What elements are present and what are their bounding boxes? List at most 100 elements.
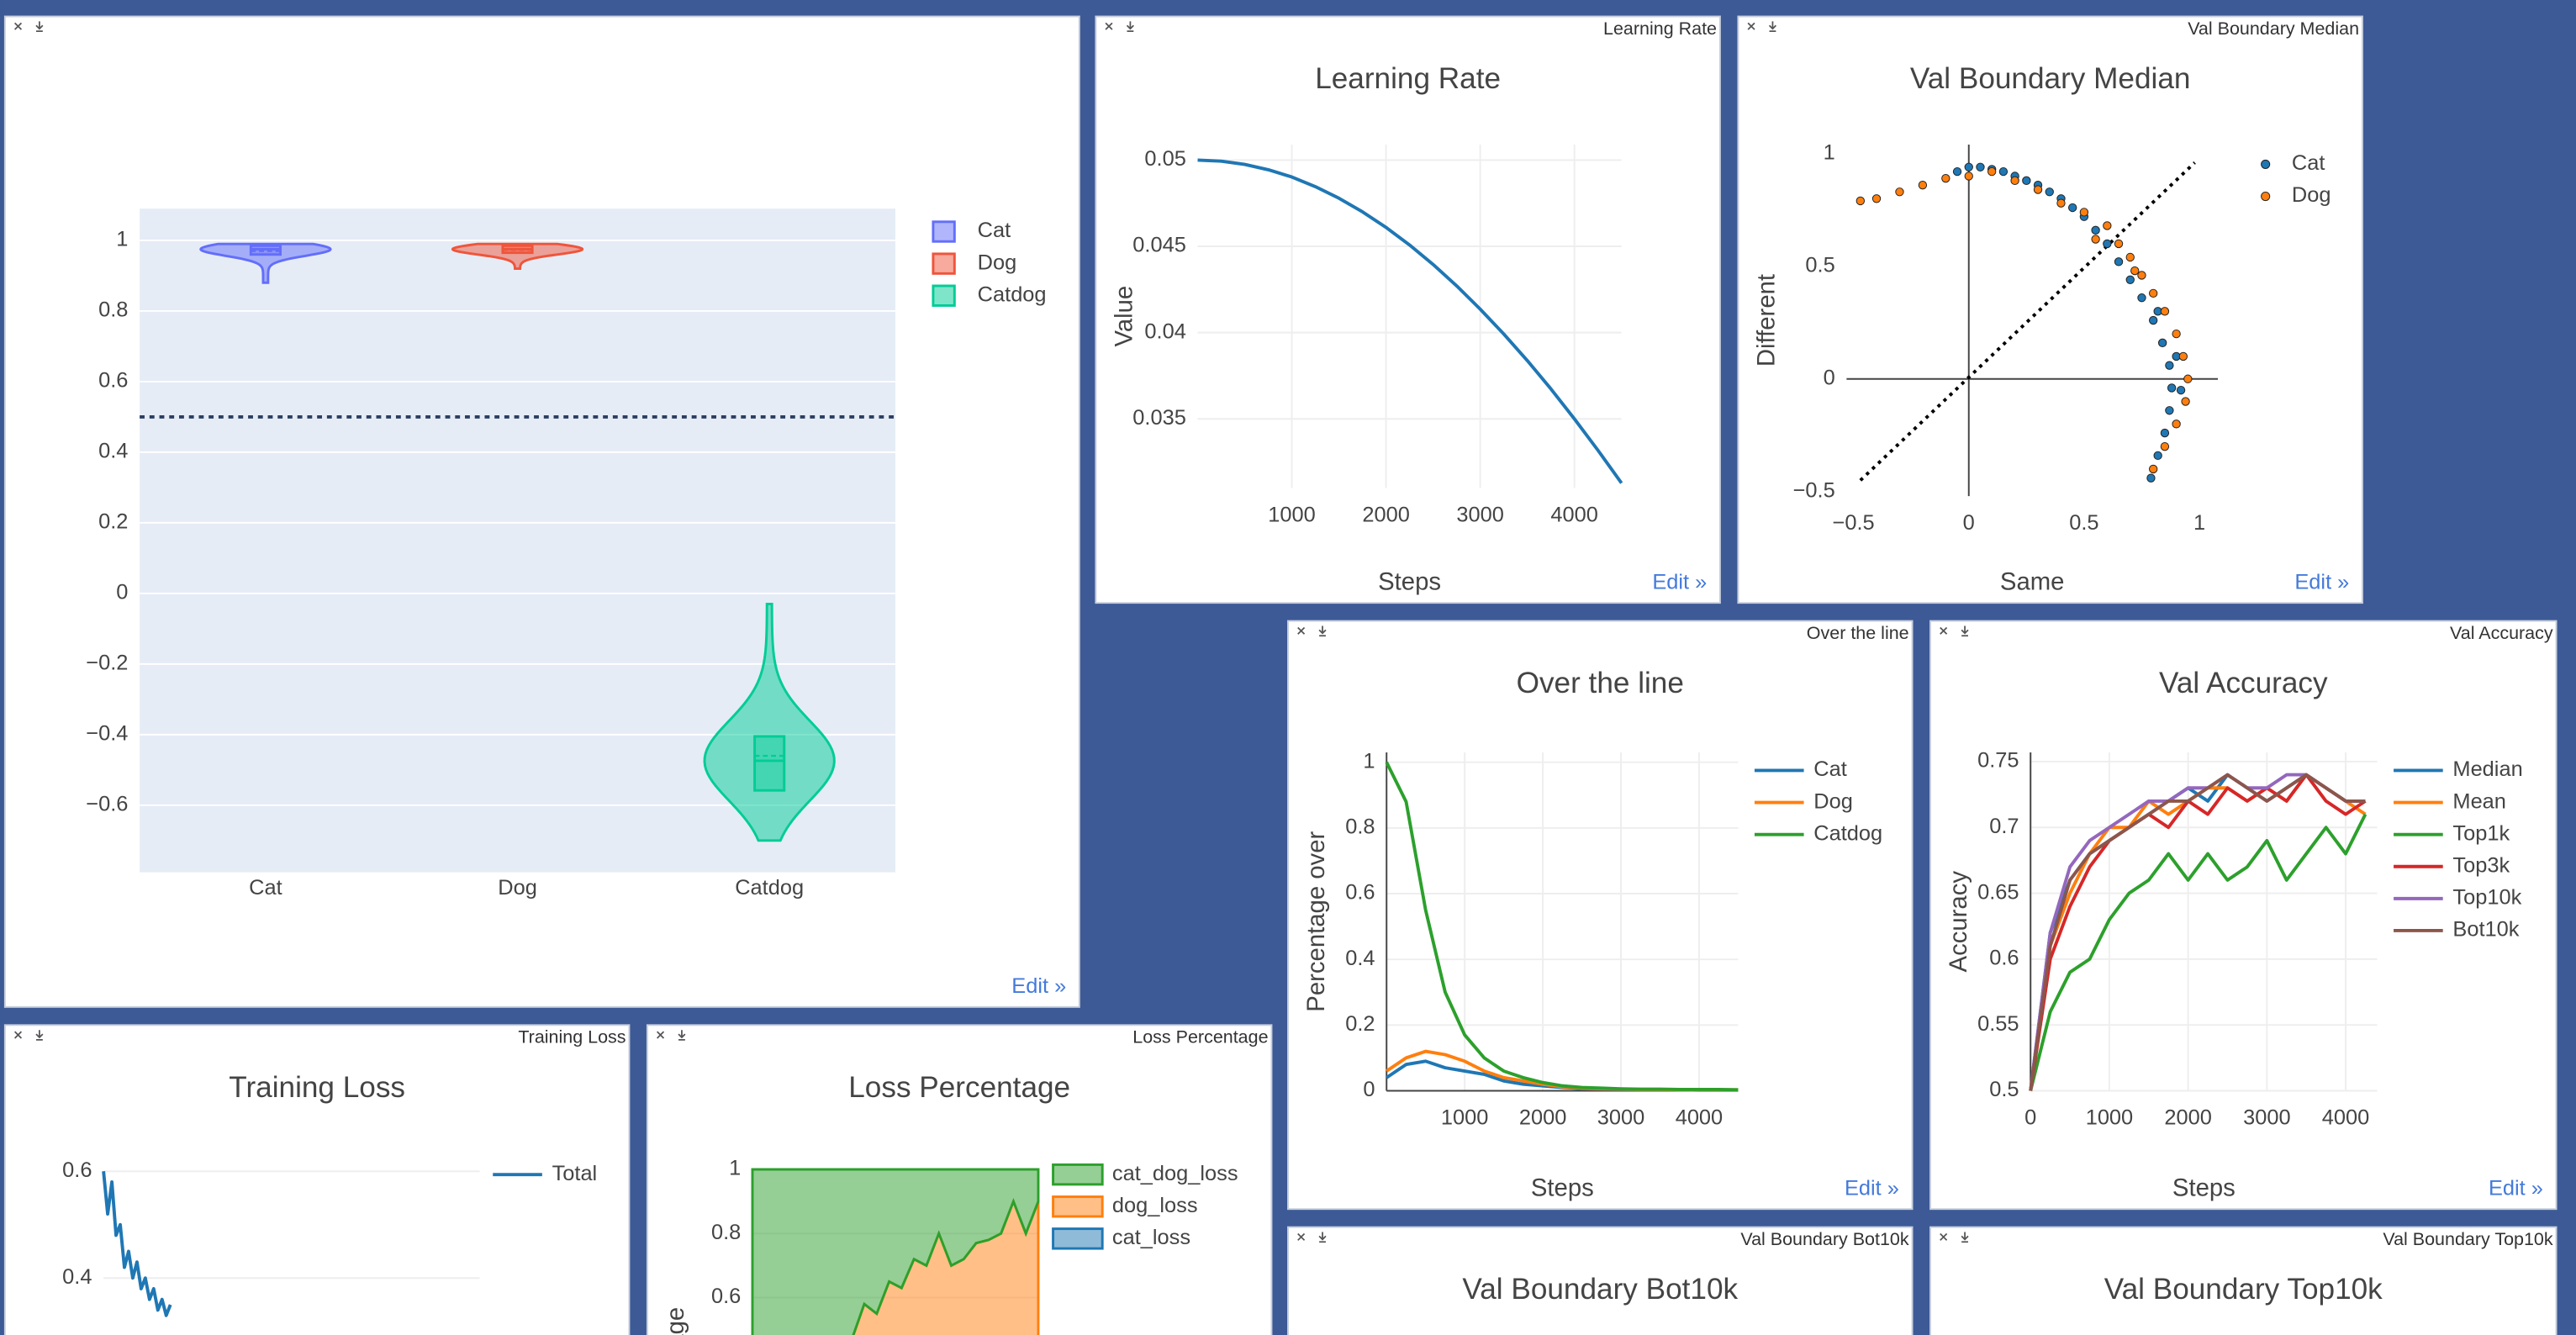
- legend-label[interactable]: Dog: [978, 251, 1017, 274]
- close-icon[interactable]: [13, 1031, 23, 1039]
- scatter-point: [2033, 185, 2043, 194]
- legend-label[interactable]: Bot10k: [2452, 918, 2519, 942]
- legend-swatch: [1052, 1227, 1104, 1250]
- edit-link[interactable]: Edit »: [1011, 974, 1066, 998]
- close-icon[interactable]: [1297, 626, 1306, 635]
- scatter-point: [2157, 338, 2167, 348]
- legend-label[interactable]: Top10k: [2452, 886, 2521, 910]
- y-tick-label: 0.04: [1144, 319, 1185, 343]
- line-series: [1197, 158, 1623, 484]
- download-icon[interactable]: [1961, 625, 1969, 637]
- window-title: Val Accuracy: [2450, 623, 2553, 643]
- y-axis-label: Different: [1752, 274, 1780, 367]
- download-icon[interactable]: [1126, 21, 1134, 33]
- scatter-point: [2045, 187, 2054, 197]
- y-tick-label: 1: [1363, 749, 1375, 773]
- legend-label[interactable]: cat_dog_loss: [1112, 1162, 1238, 1185]
- close-icon[interactable]: [1105, 22, 1113, 30]
- scatter-point: [1895, 187, 1904, 197]
- x-tick-label: Dog: [498, 876, 537, 900]
- download-icon[interactable]: [35, 1030, 44, 1041]
- line-series: [102, 1171, 172, 1317]
- violin-body: [199, 242, 332, 284]
- y-tick-label: 0.7: [1989, 815, 2019, 838]
- legend-label[interactable]: Top1k: [2452, 821, 2510, 845]
- y-tick-label: 0.75: [1977, 749, 2019, 773]
- close-icon[interactable]: [1940, 626, 1948, 635]
- y-tick-label: 0.4: [98, 440, 128, 463]
- y-axis-label: Percentage over: [1302, 831, 1330, 1011]
- legend-swatch: [932, 220, 956, 243]
- download-icon[interactable]: [1768, 21, 1776, 33]
- y-tick-label: 0: [1824, 366, 1835, 389]
- scatter-point: [2160, 441, 2170, 451]
- legend-label[interactable]: Mean: [2452, 789, 2506, 813]
- y-tick-label: 0: [1363, 1078, 1375, 1101]
- scatter-point: [2181, 397, 2190, 406]
- scatter-point: [1987, 166, 1997, 177]
- legend-label[interactable]: Catdog: [978, 282, 1047, 306]
- scatter-point: [2153, 451, 2162, 461]
- scatter-point: [1855, 196, 1866, 206]
- download-icon[interactable]: [678, 1030, 686, 1041]
- edit-link[interactable]: Edit »: [2294, 570, 2349, 594]
- edit-link[interactable]: Edit »: [2489, 1176, 2543, 1200]
- scatter-point: [1998, 166, 2009, 177]
- legend-label[interactable]: Cat: [1813, 757, 1847, 781]
- scatter-point: [2125, 252, 2135, 262]
- scatter-point: [2176, 385, 2186, 395]
- scatter-point: [2149, 288, 2158, 298]
- legend-label[interactable]: Dog: [2292, 183, 2331, 207]
- legend-label[interactable]: Cat: [978, 219, 1011, 242]
- scatter-point: [2068, 203, 2077, 213]
- legend-label[interactable]: Top3k: [2452, 853, 2510, 877]
- scatter-point: [2114, 239, 2124, 249]
- panel: [1929, 1226, 2558, 1335]
- area-series: [751, 1168, 1040, 1335]
- x-tick-label: 1000: [1268, 503, 1315, 526]
- legend-label[interactable]: Catdog: [1813, 821, 1882, 845]
- x-tick-label: 4000: [2322, 1105, 2369, 1129]
- legend-label[interactable]: Dog: [1813, 789, 1853, 813]
- scatter-point: [2022, 176, 2031, 186]
- legend-swatch: [932, 284, 956, 307]
- y-tick-label: 0.5: [1989, 1078, 2019, 1101]
- scatter-point: [1952, 166, 1962, 177]
- scatter-point: [2160, 307, 2170, 316]
- edit-link[interactable]: Edit »: [1845, 1176, 1899, 1200]
- scatter-point: [2149, 464, 2158, 474]
- line-series: [2029, 773, 2366, 1091]
- download-icon[interactable]: [1318, 625, 1327, 637]
- scatter-point: [2183, 374, 2193, 383]
- legend-label[interactable]: Median: [2452, 757, 2522, 781]
- legend-label[interactable]: Total: [552, 1162, 598, 1185]
- scatter-point: [2091, 235, 2100, 244]
- y-tick-label: 0.8: [98, 298, 128, 322]
- window-title: Val Boundary Median: [2188, 18, 2359, 39]
- close-icon[interactable]: [1940, 1232, 1948, 1241]
- x-axis-label: Steps: [1378, 567, 1441, 595]
- scatter-point: [2137, 271, 2146, 280]
- download-icon[interactable]: [1961, 1232, 1969, 1243]
- download-icon[interactable]: [1318, 1232, 1327, 1243]
- close-icon[interactable]: [657, 1031, 665, 1039]
- y-axis-label: Percentage: [662, 1307, 689, 1335]
- close-icon[interactable]: [13, 22, 23, 30]
- legend-label[interactable]: Cat: [2292, 151, 2325, 175]
- x-tick-label: 0: [1963, 511, 1975, 535]
- edit-link[interactable]: Edit »: [1652, 570, 1707, 594]
- legend-label[interactable]: cat_loss: [1112, 1226, 1190, 1249]
- window-title: Val Boundary Top10k: [2383, 1229, 2553, 1249]
- y-tick-label: 0.05: [1144, 147, 1185, 171]
- y-tick-label: 0.8: [711, 1221, 741, 1244]
- close-icon[interactable]: [1297, 1232, 1306, 1241]
- y-tick-label: 0.8: [1345, 815, 1375, 839]
- download-icon[interactable]: [35, 21, 44, 33]
- close-icon[interactable]: [1747, 22, 1755, 30]
- legend-swatch: [1052, 1163, 1104, 1186]
- legend-label[interactable]: dog_loss: [1112, 1194, 1198, 1217]
- panel: [1287, 620, 1914, 1211]
- y-tick-label: 0.65: [1977, 880, 2019, 904]
- panel: [1287, 1226, 1914, 1335]
